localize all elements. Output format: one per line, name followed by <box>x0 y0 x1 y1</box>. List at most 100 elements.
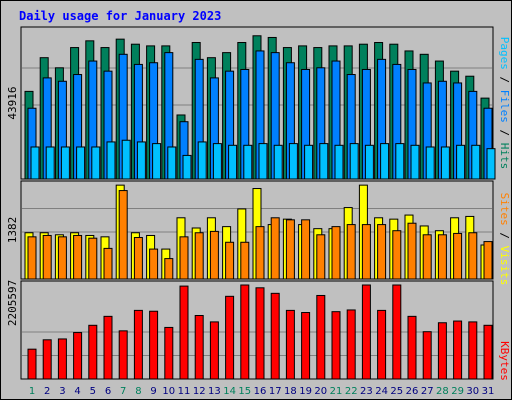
bar-pages-day-4 <box>76 146 86 180</box>
bar-kbytes-day-27 <box>422 331 432 380</box>
day-label-5: 5 <box>90 386 96 397</box>
bar-pages-day-5 <box>91 146 101 180</box>
day-label-31: 31 <box>482 386 495 397</box>
day-label-30: 30 <box>466 386 479 397</box>
bar-kbytes-day-15 <box>240 284 250 380</box>
bar-pages-day-25 <box>395 143 405 180</box>
day-label-6: 6 <box>105 386 111 397</box>
legend-pages: Pages <box>498 37 511 70</box>
bar-sites-day-6 <box>103 247 113 280</box>
day-label-15: 15 <box>238 386 251 397</box>
bar-kbytes-day-17 <box>270 292 280 380</box>
bar-sites-day-7 <box>118 190 128 280</box>
bar-kbytes-day-25 <box>392 284 402 380</box>
bar-pages-day-13 <box>212 143 222 180</box>
day-label-1: 1 <box>29 386 35 397</box>
day-label-18: 18 <box>284 386 297 397</box>
bar-kbytes-day-10 <box>164 326 174 380</box>
max-label-visits-sites: 1382 <box>6 217 19 244</box>
bar-pages-day-1 <box>30 146 40 180</box>
day-label-17: 17 <box>269 386 282 397</box>
day-label-9: 9 <box>150 386 156 397</box>
day-label-28: 28 <box>436 386 449 397</box>
day-label-22: 22 <box>345 386 358 397</box>
day-label-26: 26 <box>406 386 419 397</box>
bar-kbytes-day-8 <box>133 309 143 380</box>
day-label-24: 24 <box>375 386 388 397</box>
bar-sites-day-25 <box>392 230 402 280</box>
bar-kbytes-day-6 <box>103 315 113 380</box>
bar-pages-day-14 <box>228 144 238 180</box>
bar-kbytes-day-9 <box>149 310 159 380</box>
bar-pages-day-7 <box>121 139 131 180</box>
bar-kbytes-day-22 <box>346 309 356 380</box>
bar-pages-day-10 <box>167 146 177 180</box>
bar-sites-day-10 <box>164 258 174 280</box>
bar-pages-day-9 <box>152 143 162 180</box>
bar-kbytes-day-23 <box>361 284 371 380</box>
bar-sites-day-9 <box>149 248 159 280</box>
bar-sites-day-26 <box>407 222 417 280</box>
bar-sites-day-24 <box>377 224 387 280</box>
bar-sites-day-27 <box>422 234 432 280</box>
max-label-hits-files-pages: 43916 <box>6 86 19 119</box>
bar-sites-day-17 <box>270 217 280 280</box>
bar-sites-day-29 <box>453 232 463 280</box>
bar-pages-day-15 <box>243 144 253 180</box>
bar-kbytes-day-5 <box>88 324 98 380</box>
bar-sites-day-16 <box>255 226 265 280</box>
bar-kbytes-day-13 <box>209 321 219 380</box>
bar-sites-day-15 <box>240 241 250 280</box>
bar-sites-day-3 <box>57 236 67 280</box>
bar-sites-day-12 <box>194 232 204 280</box>
bar-pages-day-12 <box>197 141 207 180</box>
day-label-11: 11 <box>178 386 191 397</box>
bar-pages-day-20 <box>319 143 329 180</box>
bar-kbytes-day-20 <box>316 294 326 380</box>
bar-kbytes-day-2 <box>42 339 52 380</box>
day-label-4: 4 <box>74 386 80 397</box>
bar-sites-day-23 <box>361 224 371 280</box>
bar-sites-day-20 <box>316 234 326 280</box>
bar-pages-day-22 <box>349 143 359 180</box>
day-label-27: 27 <box>421 386 434 397</box>
day-label-16: 16 <box>254 386 267 397</box>
bar-pages-day-19 <box>304 144 314 180</box>
bar-pages-day-18 <box>288 143 298 180</box>
bar-sites-day-2 <box>42 234 52 280</box>
legend-visits: Visits <box>498 246 511 286</box>
bar-sites-day-8 <box>133 237 143 280</box>
day-label-29: 29 <box>451 386 464 397</box>
bar-kbytes-day-3 <box>57 338 67 380</box>
day-label-13: 13 <box>208 386 221 397</box>
bar-kbytes-day-21 <box>331 311 341 380</box>
bars-visits-sites <box>24 184 493 280</box>
day-label-14: 14 <box>223 386 236 397</box>
bar-pages-day-6 <box>106 141 116 180</box>
bar-kbytes-day-29 <box>453 320 463 380</box>
bar-sites-day-19 <box>301 219 311 280</box>
bar-sites-day-31 <box>483 241 493 280</box>
bar-kbytes-day-16 <box>255 287 265 380</box>
bar-pages-day-2 <box>45 146 55 180</box>
bar-kbytes-day-24 <box>377 309 387 380</box>
bar-kbytes-day-30 <box>468 321 478 380</box>
day-label-2: 2 <box>44 386 50 397</box>
bars-hits-files-pages <box>24 35 496 180</box>
bar-pages-day-27 <box>425 146 435 180</box>
legend-files: Files <box>498 90 511 123</box>
day-label-8: 8 <box>135 386 141 397</box>
bar-sites-day-21 <box>331 226 341 280</box>
bar-pages-day-23 <box>364 144 374 180</box>
max-label-kbytes: 2205597 <box>6 280 19 326</box>
legend-kbytes: KBytes <box>498 341 511 381</box>
day-label-19: 19 <box>299 386 312 397</box>
day-label-20: 20 <box>314 386 327 397</box>
bar-pages-day-3 <box>60 146 70 180</box>
bar-kbytes-day-1 <box>27 348 37 380</box>
bar-kbytes-day-18 <box>285 309 295 380</box>
day-label-7: 7 <box>120 386 126 397</box>
bar-pages-day-30 <box>471 144 481 180</box>
bar-sites-day-14 <box>225 241 235 280</box>
